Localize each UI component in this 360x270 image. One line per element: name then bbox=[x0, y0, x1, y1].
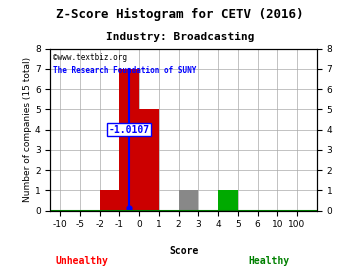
Y-axis label: Number of companies (15 total): Number of companies (15 total) bbox=[23, 57, 32, 202]
Text: Industry: Broadcasting: Industry: Broadcasting bbox=[106, 32, 254, 42]
Text: -1.0107: -1.0107 bbox=[109, 124, 150, 135]
Text: Z-Score Histogram for CETV (2016): Z-Score Histogram for CETV (2016) bbox=[56, 8, 304, 21]
Text: Healthy: Healthy bbox=[248, 256, 289, 266]
Bar bbox=[179, 190, 198, 211]
Text: Unhealthy: Unhealthy bbox=[56, 256, 109, 266]
Bar bbox=[139, 109, 159, 211]
X-axis label: Score: Score bbox=[169, 246, 198, 256]
Bar bbox=[218, 190, 238, 211]
Text: The Research Foundation of SUNY: The Research Foundation of SUNY bbox=[53, 66, 197, 75]
Text: ©www.textbiz.org: ©www.textbiz.org bbox=[53, 53, 127, 62]
Bar bbox=[100, 190, 120, 211]
Bar bbox=[120, 69, 139, 211]
